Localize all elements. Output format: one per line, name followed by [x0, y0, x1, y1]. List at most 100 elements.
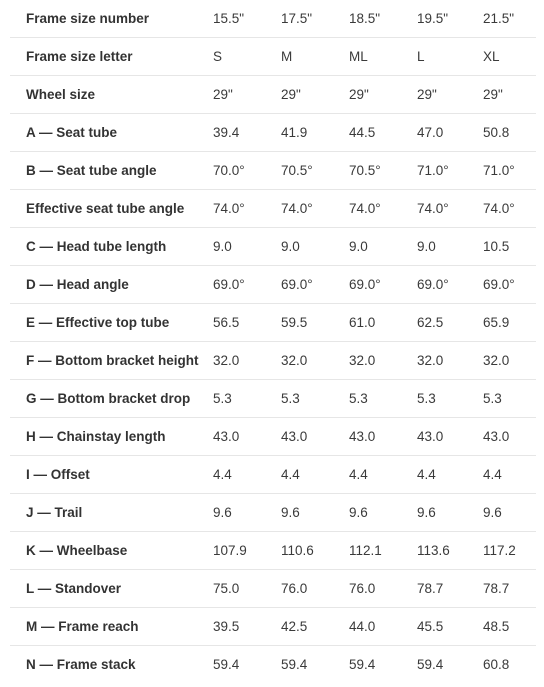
cell-value: 10.5: [483, 227, 536, 266]
row-label: I — Offset: [10, 455, 213, 494]
cell-value: 59.4: [417, 657, 444, 672]
cell-value: 70.5°: [349, 151, 417, 190]
cell-value: ML: [349, 37, 417, 76]
cell-value: 32.0: [349, 341, 417, 380]
cell-value: 59.4: [213, 657, 240, 672]
cell-value: 74.0°: [417, 189, 483, 228]
table-row: H — Chainstay length 43.0 43.0 43.0 43.0…: [10, 417, 536, 456]
cell-value: 70.5°: [281, 151, 349, 190]
cell-value: 5.3: [417, 379, 483, 418]
table-row: C — Head tube length 9.0 9.0 9.0 9.0 10.…: [10, 227, 536, 266]
cell-value: 78.7: [417, 569, 483, 608]
row-label: C — Head tube length: [10, 227, 213, 266]
cell-value: 69.0°: [417, 265, 483, 304]
table-row: E — Effective top tube 56.5 59.5 61.0 62…: [10, 303, 536, 342]
row-label: Frame size number: [10, 0, 213, 38]
cell-value: 15.5": [213, 0, 281, 38]
table-row: D — Head angle 69.0° 69.0° 69.0° 69.0° 6…: [10, 265, 536, 304]
cell-value: 9.6: [213, 493, 281, 532]
cell-value: 44.5: [349, 113, 417, 152]
cell-value: 69.0°: [213, 265, 281, 304]
cell-value: L: [417, 37, 483, 76]
cell-value: 39.5: [213, 607, 281, 646]
cell-value: 56.5: [213, 303, 281, 342]
cell-value: 69.0°: [483, 265, 536, 304]
cell-value: 9.6: [349, 493, 417, 532]
cell-value: 4.4: [483, 455, 536, 494]
table-row: B — Seat tube angle 70.0° 70.5° 70.5° 71…: [10, 151, 536, 190]
cell-value: 32.0: [281, 341, 349, 380]
cell-value: 44.0: [349, 607, 417, 646]
cell-value: 71.0°: [483, 151, 536, 190]
cell-value: 9.6: [417, 493, 483, 532]
cell-value: 45.5: [417, 607, 483, 646]
row-label: M — Frame reach: [10, 607, 213, 646]
row-label: F — Bottom bracket height: [10, 341, 213, 380]
cell-value: 43.0: [213, 417, 281, 456]
cell-value: 117.2: [483, 531, 536, 570]
cell-value: 74.0°: [213, 189, 281, 228]
cell-value: 59.4: [349, 657, 376, 672]
cell-value: 29": [417, 75, 483, 114]
cell-value: 5.3: [213, 379, 281, 418]
cell-value: 5.3: [281, 379, 349, 418]
table-row: A — Seat tube 39.4 41.9 44.5 47.0 50.8: [10, 113, 536, 152]
cell-value: 43.0: [281, 417, 349, 456]
row-label: B — Seat tube angle: [10, 151, 213, 190]
cell-value: 59.4: [281, 657, 308, 672]
table-row: J — Trail 9.6 9.6 9.6 9.6 9.6: [10, 493, 536, 532]
cell-value: 75.0: [213, 569, 281, 608]
cell-value: 4.4: [417, 455, 483, 494]
table-row: L — Standover 75.0 76.0 76.0 78.7 78.7: [10, 569, 536, 608]
cell-value: 48.5: [483, 607, 536, 646]
cell-value: 62.5: [417, 303, 483, 342]
table-row: M — Frame reach 39.5 42.5 44.0 45.5 48.5: [10, 607, 536, 646]
cell-value: M: [281, 37, 349, 76]
table-row: Wheel size 29" 29" 29" 29" 29": [10, 75, 536, 114]
table-row: Effective seat tube angle 74.0° 74.0° 74…: [10, 189, 536, 228]
cell-value: 69.0°: [349, 265, 417, 304]
table-row: Frame size letter S M ML L XL: [10, 37, 536, 76]
cell-value: 29": [281, 75, 349, 114]
cell-value: 29": [483, 75, 536, 114]
row-label: G — Bottom bracket drop: [10, 379, 213, 418]
cell-value: 41.9: [281, 113, 349, 152]
cell-value: 74.0°: [281, 189, 349, 228]
row-label: D — Head angle: [10, 265, 213, 304]
row-label: Effective seat tube angle: [10, 189, 213, 228]
cell-value: 76.0: [349, 569, 417, 608]
cell-value: 9.0: [281, 227, 349, 266]
cell-value: 29": [349, 75, 417, 114]
cell-value: 39.4: [213, 113, 281, 152]
cell-value: 9.0: [417, 227, 483, 266]
cell-value: 74.0°: [349, 189, 417, 228]
cell-value: 18.5": [349, 0, 417, 38]
cell-value: 29": [213, 75, 281, 114]
cell-value: 9.6: [281, 493, 349, 532]
row-label: Wheel size: [10, 75, 213, 114]
table-row: Frame size number 15.5" 17.5" 18.5" 19.5…: [10, 0, 536, 38]
row-label: H — Chainstay length: [10, 417, 213, 456]
cell-value: 9.0: [213, 227, 281, 266]
cell-value: 32.0: [213, 341, 281, 380]
cell-value: 110.6: [281, 531, 349, 570]
cell-value: S: [213, 37, 281, 76]
table-row: K — Wheelbase 107.9 110.6 112.1 113.6 11…: [10, 531, 536, 570]
cell-value: 9.6: [483, 493, 536, 532]
cell-value: 74.0°: [483, 189, 536, 228]
cell-value: 60.8: [483, 657, 510, 672]
cell-value: 5.3: [483, 379, 536, 418]
table-row: G — Bottom bracket drop 5.3 5.3 5.3 5.3 …: [10, 379, 536, 418]
cell-value: 69.0°: [281, 265, 349, 304]
cell-value: 19.5": [417, 0, 483, 38]
table-row: I — Offset 4.4 4.4 4.4 4.4 4.4: [10, 455, 536, 494]
row-label: J — Trail: [10, 493, 213, 532]
row-label: L — Standover: [10, 569, 213, 608]
cell-value: 42.5: [281, 607, 349, 646]
cell-value: 4.4: [213, 455, 281, 494]
cell-value: 59.5: [281, 303, 349, 342]
row-label: Frame size letter: [10, 37, 213, 76]
cell-value: 107.9: [213, 531, 281, 570]
cell-value: 113.6: [417, 531, 483, 570]
cell-value: 71.0°: [417, 151, 483, 190]
